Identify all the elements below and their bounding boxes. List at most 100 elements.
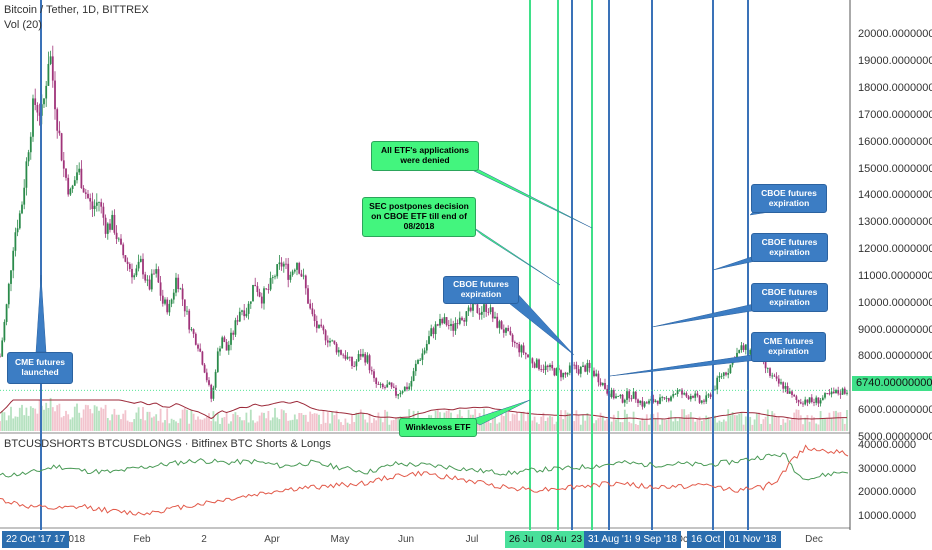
price-tick-label: 19000.00000000: [858, 55, 932, 68]
candle-body: [628, 391, 631, 399]
volume-bar: [214, 421, 217, 431]
date-tag: 22 Oct '17 17: [2, 531, 70, 548]
volume-bar: [379, 418, 382, 431]
annotation-cboe-4[interactable]: CBOE futures expiration: [751, 283, 828, 312]
volume-bar: [84, 404, 87, 431]
candle-body: [146, 279, 149, 281]
candles: [0, 45, 848, 410]
event-vertical-lines: [40, 0, 749, 530]
candle-body: [179, 288, 182, 290]
volume-bar: [311, 413, 314, 431]
volume-bar: [628, 421, 631, 431]
volume-bar: [764, 416, 767, 431]
candle-body: [698, 395, 701, 403]
annotation-cboe-2[interactable]: CBOE futures expiration: [751, 184, 827, 213]
annotation-cme-expiration[interactable]: CME futures expiration: [751, 332, 826, 362]
volume-bar: [516, 412, 518, 431]
candle-body: [458, 317, 461, 324]
volume-bar: [296, 419, 298, 431]
volume-bar: [137, 407, 140, 431]
volume-bar: [282, 410, 285, 431]
candle-body: [414, 363, 417, 372]
volume-bar: [197, 416, 199, 431]
volume-bar: [16, 416, 19, 431]
candle-body: [648, 400, 650, 404]
candle-body: [133, 275, 136, 278]
volume-bar: [58, 403, 61, 431]
candle-body: [463, 320, 466, 322]
volume-bar: [797, 409, 800, 431]
volume-bar: [212, 411, 215, 431]
volume-bar: [738, 413, 741, 431]
candle-body: [344, 355, 347, 359]
volume-bar: [731, 412, 734, 431]
volume-bar: [241, 420, 243, 431]
annotation-etf-denied[interactable]: All ETF's applications were denied: [371, 141, 479, 171]
volume-bar: [725, 421, 727, 431]
candle-body: [637, 399, 639, 404]
volume-bar: [274, 407, 276, 431]
candle-body: [623, 399, 626, 403]
candle-body: [601, 383, 604, 386]
candle-body: [544, 365, 547, 370]
volume-bar: [595, 420, 598, 431]
candle-body: [472, 302, 474, 311]
candle-body: [271, 277, 274, 278]
volume-bar: [113, 408, 116, 431]
candle-body: [69, 188, 72, 195]
volume-bar: [258, 415, 261, 431]
candle-body: [192, 329, 195, 334]
candle-body: [689, 395, 692, 400]
volume-bar: [201, 419, 204, 431]
price-tick-label: 13000.00000000: [858, 216, 932, 229]
annotation-cme-launched[interactable]: CME futures launched: [7, 352, 73, 384]
candle-body: [124, 255, 127, 262]
volume-bar: [318, 414, 320, 431]
candle-body: [813, 401, 815, 403]
candle-body: [837, 390, 840, 394]
candle-body: [170, 299, 173, 304]
volume-bar: [190, 409, 193, 431]
annotation-sec-postpones[interactable]: SEC postpones decision on CBOE ETF till …: [362, 197, 476, 237]
candle-body: [744, 344, 747, 350]
annotation-cboe-1[interactable]: CBOE futures expiration: [443, 276, 519, 304]
volume-bar: [802, 424, 804, 431]
candle-body: [117, 238, 120, 240]
volume-bar: [551, 416, 554, 431]
volume-bar: [397, 417, 400, 431]
candle-body: [665, 398, 668, 399]
annotation-winklevoss[interactable]: Winklevoss ETF: [399, 418, 477, 437]
volume-bar: [531, 420, 534, 431]
candle-body: [500, 321, 503, 330]
volume-bar: [392, 419, 395, 431]
candle-body: [219, 348, 221, 352]
candle-body: [161, 295, 164, 304]
candle-body: [476, 304, 479, 313]
volume-bar: [304, 414, 307, 431]
candle-body: [113, 214, 116, 233]
volume-bar: [139, 418, 142, 431]
volume-bar: [698, 416, 701, 431]
volume-bar: [199, 419, 202, 431]
volume-bar: [45, 402, 48, 431]
candle-body: [282, 263, 285, 267]
candle-body: [687, 396, 690, 400]
longs-line: [0, 444, 849, 516]
volume-bar: [498, 422, 501, 431]
volume-bar: [146, 411, 149, 431]
volume-bar: [23, 415, 26, 431]
candle-body: [502, 329, 505, 333]
volume-bar: [586, 413, 589, 431]
candle-body: [784, 386, 787, 389]
volume-bar: [166, 408, 169, 431]
volume-bar: [584, 420, 587, 431]
candle-body: [128, 263, 131, 269]
candle-body: [93, 205, 96, 210]
annotation-cboe-3[interactable]: CBOE futures expiration: [751, 233, 828, 262]
candle-body: [230, 332, 232, 345]
volume-bar: [249, 409, 252, 431]
volume-bar: [676, 421, 679, 431]
candle-body: [441, 318, 444, 324]
